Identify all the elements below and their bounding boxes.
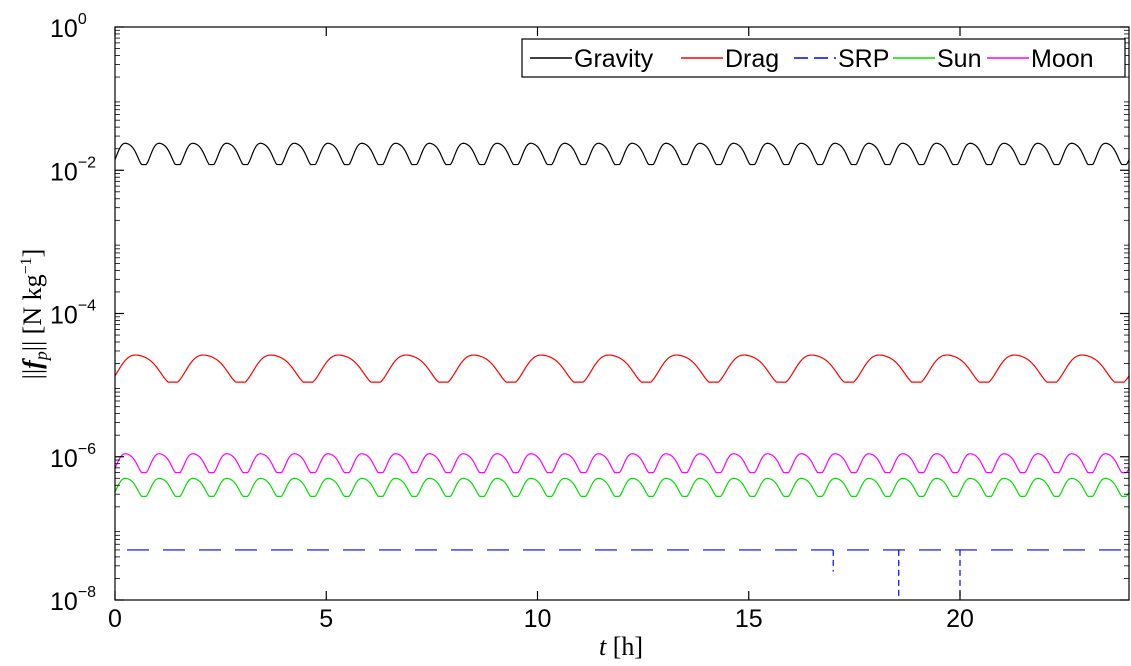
svg-text:||fp|| [N kg−1]: ||fp|| [N kg−1] xyxy=(18,249,51,380)
x-tick-label: 20 xyxy=(946,605,974,633)
series-layer xyxy=(114,142,1130,600)
y-tick-label: 10−2 xyxy=(50,154,96,186)
legend-label-gravity: Gravity xyxy=(574,45,654,73)
legend-items: Gravity Drag SRP Sun Moon xyxy=(530,45,1094,73)
series-line-sun xyxy=(114,477,1130,497)
ticks-layer: 0 5 10 15 20 10−8 10−6 10−4 10−2 100 xyxy=(50,11,1129,633)
plot-area-frame xyxy=(114,26,1130,601)
x-tick-label: 15 xyxy=(735,605,763,633)
x-tick-label: 5 xyxy=(319,605,333,633)
series-line-drag xyxy=(114,354,1130,383)
series-line-moon xyxy=(114,453,1130,474)
legend-label-sun: Sun xyxy=(937,45,981,73)
y-tick-label: 100 xyxy=(50,11,87,43)
legend-label-drag: Drag xyxy=(725,45,779,73)
legend-label-moon: Moon xyxy=(1031,45,1094,73)
y-tick-label: 10−8 xyxy=(50,584,96,616)
legend-label-srp: SRP xyxy=(838,45,889,73)
legend: Gravity Drag SRP Sun Moon xyxy=(521,38,1126,78)
y-axis-label: ||fp|| [N kg−1] xyxy=(18,249,51,380)
x-tick-label: 0 xyxy=(108,605,122,633)
y-tick-label: 10−4 xyxy=(50,298,96,330)
y-tick-label: 10−6 xyxy=(50,441,96,473)
x-axis-label: t [h] xyxy=(599,632,643,661)
series-line-gravity xyxy=(114,142,1130,166)
x-tick-label: 10 xyxy=(524,605,552,633)
